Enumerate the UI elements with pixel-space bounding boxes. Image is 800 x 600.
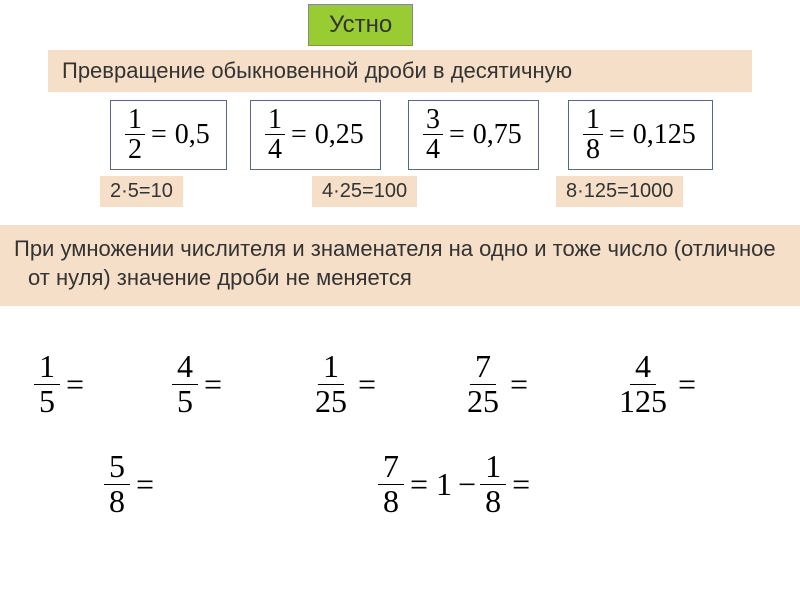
- rule-bar: При умножении числителя и знаменателя на…: [0, 225, 800, 306]
- mult-bar-1: 2·5=10: [100, 176, 183, 207]
- equals-sign: =: [410, 466, 428, 503]
- badge-oral: Устно: [308, 4, 413, 46]
- equals-sign: =: [449, 119, 465, 151]
- equals-sign: =: [512, 466, 530, 503]
- fraction: 3 4: [423, 105, 443, 165]
- equals-sign: =: [136, 466, 154, 503]
- exercise-5: 4 125 =: [612, 350, 700, 418]
- equals-sign: =: [609, 119, 625, 151]
- boxed-eq-1: 1 2 = 0,5: [110, 100, 227, 170]
- fraction: 1 25: [310, 350, 352, 418]
- title-bar: Превращение обыкновенной дроби в десятич…: [48, 50, 752, 92]
- boxed-eq-2: 1 4 = 0,25: [250, 100, 381, 170]
- fraction: 1 5: [34, 350, 60, 418]
- boxed-eq-4: 1 8 = 0,125: [568, 100, 713, 170]
- mult-text: 2·5=10: [110, 180, 173, 202]
- fraction: 1 2: [125, 105, 145, 165]
- decimal-value: 0,25: [315, 119, 364, 151]
- rule-text: При умножении числителя и знаменателя на…: [14, 236, 776, 290]
- fraction: 4 125: [614, 350, 672, 418]
- badge-text: Устно: [329, 11, 392, 38]
- equals-sign: =: [151, 119, 167, 151]
- equals-sign: =: [678, 366, 696, 403]
- equals-sign: =: [66, 366, 84, 403]
- decimal-value: 0,75: [473, 119, 522, 151]
- fraction: 4 5: [172, 350, 198, 418]
- mult-text: 4·25=100: [322, 180, 407, 202]
- exercise-4: 7 25 =: [460, 350, 532, 418]
- boxed-eq-3: 3 4 = 0,75: [408, 100, 539, 170]
- fraction: 1 8: [480, 450, 506, 518]
- equals-sign: =: [291, 119, 307, 151]
- mult-text: 8·125=1000: [566, 180, 673, 202]
- minus-sign: −: [458, 466, 476, 503]
- equals-sign: =: [204, 366, 222, 403]
- title-text: Превращение обыкновенной дроби в десятич…: [62, 58, 572, 83]
- exercise-3: 1 25 =: [308, 350, 380, 418]
- exercise-bottom-left: 5 8 =: [102, 450, 158, 518]
- fraction: 7 8: [378, 450, 404, 518]
- exercise-bottom-right: 7 8 = 1 − 1 8 =: [376, 450, 534, 518]
- equals-sign: =: [510, 366, 528, 403]
- fraction: 7 25: [462, 350, 504, 418]
- mult-bar-2: 4·25=100: [312, 176, 417, 207]
- equals-sign: =: [358, 366, 376, 403]
- fraction: 5 8: [104, 450, 130, 518]
- exercise-2: 4 5 =: [170, 350, 226, 418]
- mult-bar-3: 8·125=1000: [556, 176, 683, 207]
- decimal-value: 0,5: [175, 119, 210, 151]
- exercise-1: 1 5 =: [32, 350, 88, 418]
- one: 1: [436, 466, 452, 503]
- fraction: 1 4: [265, 105, 285, 165]
- fraction: 1 8: [583, 105, 603, 165]
- decimal-value: 0,125: [633, 119, 696, 151]
